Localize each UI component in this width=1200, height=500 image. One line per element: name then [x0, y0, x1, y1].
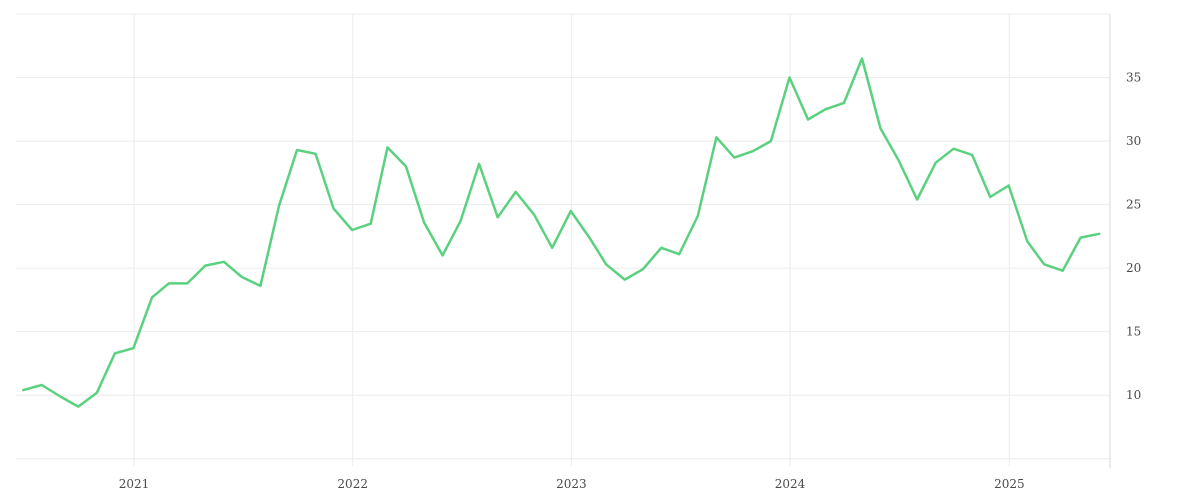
x-tick-label: 2025	[994, 477, 1025, 491]
y-tick-label: 30	[1126, 134, 1141, 148]
y-tick-label: 10	[1126, 388, 1141, 402]
x-axis-ticks: 2021 2022 2023 2024 2025	[119, 477, 1025, 491]
x-tick-label: 2021	[119, 477, 150, 491]
x-tick-label: 2022	[337, 477, 368, 491]
y-tick-label: 35	[1126, 71, 1141, 85]
x-tick-label: 2024	[775, 477, 806, 491]
grid	[16, 13, 1110, 466]
y-tick-label: 15	[1126, 325, 1141, 339]
x-tick-label: 2023	[556, 477, 587, 491]
y-tick-label: 20	[1126, 261, 1141, 275]
series-line	[21, 57, 1101, 408]
y-tick-label: 25	[1126, 198, 1141, 212]
series-layer	[21, 57, 1101, 408]
y-axis-ticks: 10 15 20 25 30 35	[1126, 71, 1141, 403]
